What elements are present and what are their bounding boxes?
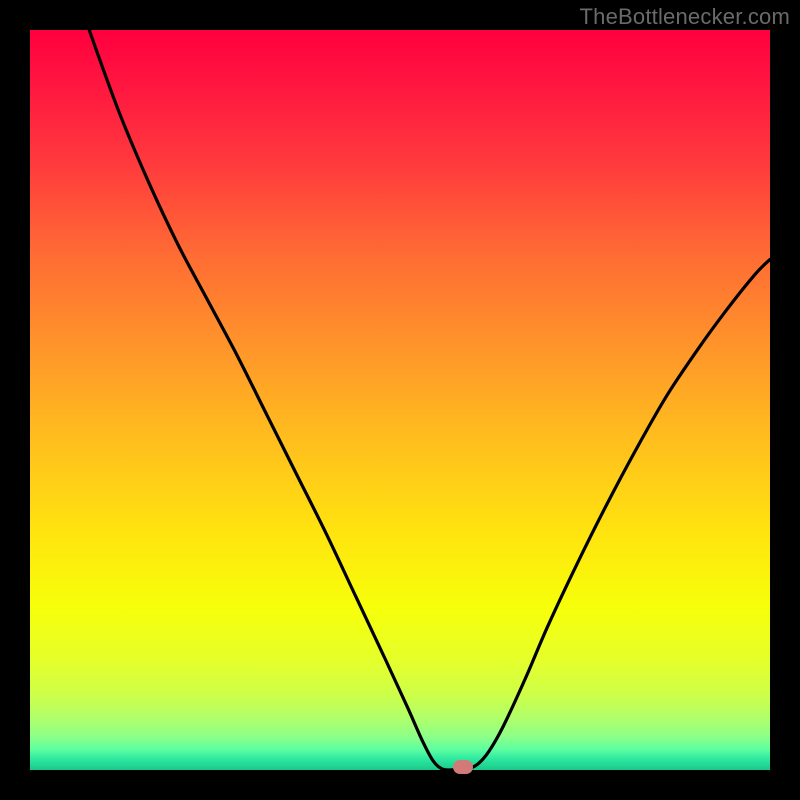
chart-container: TheBottlenecker.com xyxy=(0,0,800,800)
watermark-text: TheBottlenecker.com xyxy=(580,4,790,30)
min-marker xyxy=(453,760,473,774)
bottleneck-curve xyxy=(30,30,770,770)
plot-area xyxy=(30,30,770,770)
